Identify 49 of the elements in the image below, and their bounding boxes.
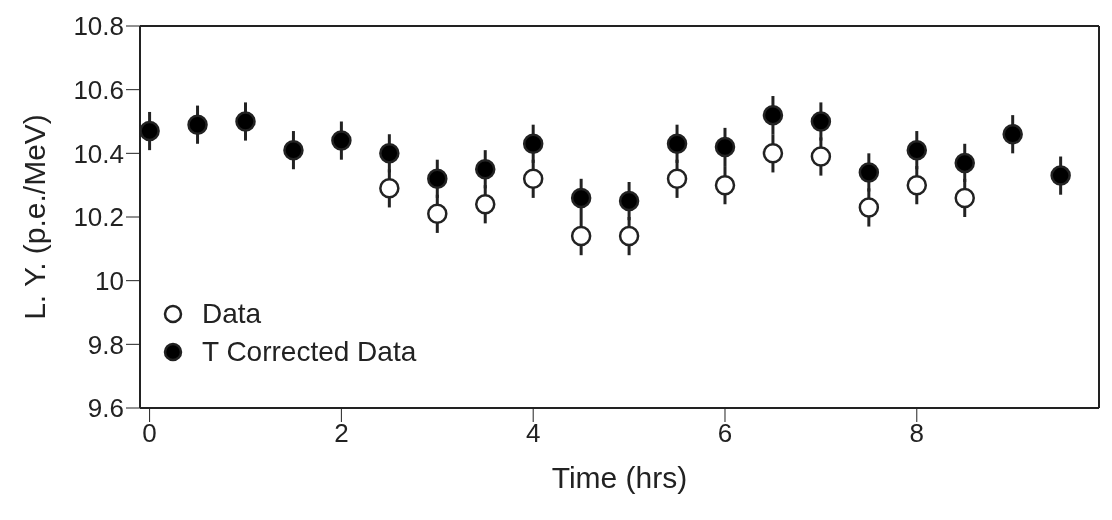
point	[379, 143, 400, 164]
point	[906, 139, 928, 161]
point	[1002, 123, 1023, 145]
point	[666, 168, 688, 190]
point	[187, 114, 208, 135]
x-axis-title: Time (hrs)	[551, 461, 688, 494]
y-tick-label: 9.8	[87, 329, 124, 360]
point	[331, 130, 352, 151]
point	[762, 143, 784, 164]
point	[379, 178, 400, 199]
legend-label: T Corrected Data	[202, 336, 417, 368]
point	[570, 187, 592, 209]
point	[954, 152, 975, 174]
y-tick-label: 10.2	[73, 202, 124, 233]
y-tick-label: 10	[95, 265, 124, 296]
point	[858, 197, 880, 218]
point	[1050, 165, 1071, 186]
point	[810, 111, 832, 132]
point	[618, 225, 640, 247]
point	[858, 162, 880, 183]
point	[427, 168, 448, 190]
point	[283, 139, 304, 161]
point	[714, 174, 736, 196]
point	[666, 133, 688, 155]
x-tick-label: 4	[525, 418, 541, 449]
point	[140, 120, 160, 142]
legend-label: Data	[202, 298, 262, 330]
point	[427, 203, 448, 225]
y-tick-label: 10.4	[73, 138, 124, 169]
y-tick-label: 10.8	[73, 11, 124, 42]
y-tick-label: 10.6	[73, 74, 124, 105]
point	[714, 136, 736, 158]
point	[235, 111, 256, 132]
x-tick-label: 6	[717, 418, 733, 449]
point	[570, 225, 592, 247]
point	[618, 190, 640, 212]
point	[954, 187, 975, 209]
point	[810, 146, 832, 167]
point	[474, 194, 496, 215]
y-tick-label: 9.6	[87, 393, 124, 424]
y-axis-title: L. Y. (p.e./MeV)	[17, 114, 51, 320]
point	[522, 168, 544, 190]
x-tick-label: 2	[334, 418, 349, 449]
x-tick-label: 0	[142, 418, 157, 449]
point	[522, 133, 544, 155]
point	[474, 159, 496, 180]
x-tick-label: 8	[909, 418, 925, 449]
point	[762, 104, 784, 126]
point	[906, 174, 928, 196]
